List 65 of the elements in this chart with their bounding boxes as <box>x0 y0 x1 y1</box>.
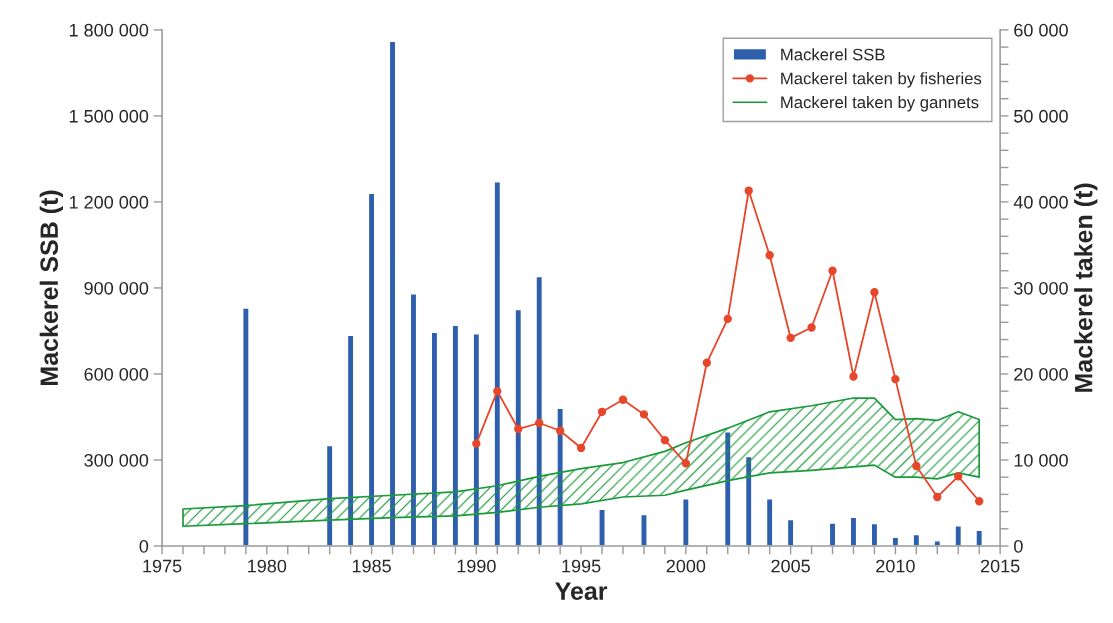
point <box>744 186 753 195</box>
y-tick-label: 0 <box>139 539 149 553</box>
x-tick-label: 1975 <box>143 559 182 573</box>
point <box>891 374 900 384</box>
point <box>576 443 586 453</box>
bar <box>242 307 250 546</box>
x-tick-label: 2015 <box>980 559 1020 573</box>
y2-tick-label: 50 000 <box>1014 109 1068 123</box>
bar <box>912 533 921 546</box>
bar <box>598 508 606 546</box>
bar <box>640 513 648 546</box>
point <box>870 288 879 297</box>
point <box>912 461 921 471</box>
x-tick-label: 2000 <box>666 559 706 573</box>
y-axis-title: Mackerel SSB (t) <box>39 190 63 385</box>
bar <box>493 181 502 546</box>
point <box>849 372 858 381</box>
point <box>828 266 837 275</box>
point <box>472 439 481 448</box>
point <box>555 426 565 435</box>
x-axis-title: Year <box>555 582 608 600</box>
x-tick-label: 1990 <box>457 559 496 573</box>
point <box>535 418 544 428</box>
y-tick-label: 300 000 <box>84 453 149 467</box>
x-tick-label: 1985 <box>352 559 391 573</box>
y-tick-label: 900 000 <box>84 281 149 295</box>
y-tick-label: 1 500 000 <box>69 109 149 123</box>
y2-tick-label: 40 000 <box>1013 195 1068 209</box>
x-tick-label: 2010 <box>876 559 915 573</box>
y2-tick-label: 0 <box>1014 539 1023 553</box>
x-tick-label: 1980 <box>248 559 287 573</box>
y2-tick-label: 10 000 <box>1014 453 1068 467</box>
point <box>933 492 942 502</box>
point <box>786 333 795 343</box>
x-tick-label: 1995 <box>562 559 601 573</box>
point <box>954 472 963 481</box>
point <box>765 251 774 260</box>
point <box>681 459 691 468</box>
bar <box>765 497 774 546</box>
legend-label: Mackerel SSB <box>781 48 885 61</box>
point <box>618 395 628 404</box>
point <box>975 497 984 506</box>
bar <box>975 529 984 546</box>
point <box>597 407 607 416</box>
legend-label: Mackerel taken by gannets <box>781 95 979 112</box>
y2-tick-label: 30 000 <box>1014 281 1068 295</box>
y2-axis-title: Mackerel taken (t) <box>1074 183 1098 392</box>
bar <box>682 497 690 546</box>
bar <box>933 540 942 546</box>
legend-label: Mackerel taken by fisheries <box>781 72 982 88</box>
y-tick-label: 1 200 000 <box>69 195 149 209</box>
point <box>660 436 670 445</box>
y2-tick-label: 60 000 <box>1014 23 1068 37</box>
point <box>639 410 649 419</box>
x-tick-label: 2005 <box>771 559 810 573</box>
y-tick-label: 1 800 000 <box>69 23 149 37</box>
y2-tick-label: 20 000 <box>1014 367 1068 381</box>
bar <box>828 522 837 546</box>
point <box>493 387 502 396</box>
point <box>723 314 732 324</box>
point <box>702 358 711 367</box>
point <box>514 424 523 434</box>
y-tick-label: 600 000 <box>84 367 149 381</box>
point <box>807 323 816 332</box>
bar <box>954 525 963 546</box>
